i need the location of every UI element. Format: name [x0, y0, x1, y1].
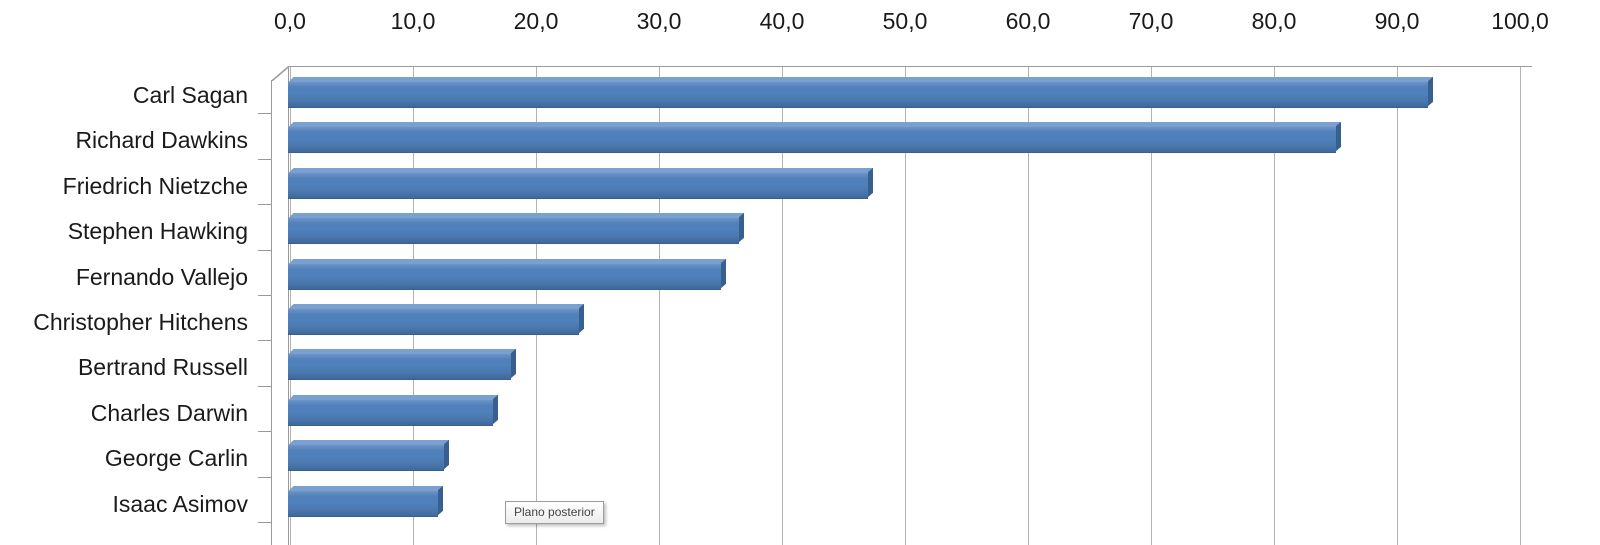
bar-fernando-vallejo[interactable]: [288, 263, 721, 290]
category-label: Isaac Asimov: [112, 490, 249, 517]
x-tick-label: 90,0: [1374, 8, 1420, 34]
x-tick-label: 50,0: [882, 8, 928, 34]
category-label: George Carlin: [104, 445, 248, 472]
category-tick: [258, 340, 272, 342]
category-label: Fernando Vallejo: [75, 263, 248, 290]
category-tick: [258, 158, 272, 160]
category-tick: [258, 522, 272, 523]
category-axis-line: [271, 80, 272, 545]
category-tick: [258, 113, 272, 115]
x-tick-label: 100,0: [1491, 8, 1549, 34]
gridline: [1520, 67, 1521, 545]
gridline: [659, 67, 660, 545]
axis-3d-corner: [271, 66, 289, 81]
category-tick: [258, 295, 272, 296]
bar-george-carlin[interactable]: [288, 445, 444, 472]
x-tick-label: 60,0: [1005, 8, 1051, 34]
x-tick-label: 80,0: [1251, 8, 1297, 34]
x-tick-label: 20,0: [513, 8, 559, 34]
gridline: [1274, 67, 1275, 545]
gridline: [782, 67, 783, 545]
category-label: Charles Darwin: [90, 399, 248, 426]
bar-stephen-hawking[interactable]: [288, 218, 739, 245]
gridline: [1151, 67, 1152, 545]
category-tick: [258, 249, 272, 251]
bar-christopher-hitchens[interactable]: [288, 309, 580, 335]
category-label: Carl Sagan: [132, 82, 248, 108]
x-tick-label: 30,0: [636, 8, 682, 34]
bar-richard-dawkins[interactable]: [288, 127, 1336, 154]
x-tick-label: 40,0: [759, 8, 805, 34]
category-label: Bertrand Russell: [77, 354, 248, 381]
gridline: [1397, 67, 1398, 545]
gridline: [1028, 67, 1029, 545]
plano-posterior-tooltip: Plano posterior: [505, 501, 604, 524]
category-tick: [258, 476, 272, 478]
gridline: [905, 67, 906, 545]
plot-top-border: [288, 66, 1532, 67]
bar-carl-sagan[interactable]: [288, 82, 1428, 108]
category-tick: [258, 204, 272, 206]
plot-wall-line: [288, 66, 289, 545]
bar-charles-darwin[interactable]: [288, 399, 493, 426]
category-tick: [258, 431, 272, 433]
bar-isaac-asimov[interactable]: [288, 490, 438, 517]
x-tick-label: 70,0: [1128, 8, 1174, 34]
category-tick: [258, 385, 272, 387]
category-label: Stephen Hawking: [67, 218, 248, 245]
bar-bertrand-russell[interactable]: [288, 354, 512, 381]
category-label: Friedrich Nietzche: [62, 172, 248, 199]
x-tick-label: 10,0: [390, 8, 436, 34]
category-label: Richard Dawkins: [75, 127, 248, 154]
bar-friedrich-nietzche[interactable]: [288, 172, 869, 199]
x-tick-label: 0,0: [274, 8, 306, 34]
category-label: Christopher Hitchens: [33, 309, 248, 335]
